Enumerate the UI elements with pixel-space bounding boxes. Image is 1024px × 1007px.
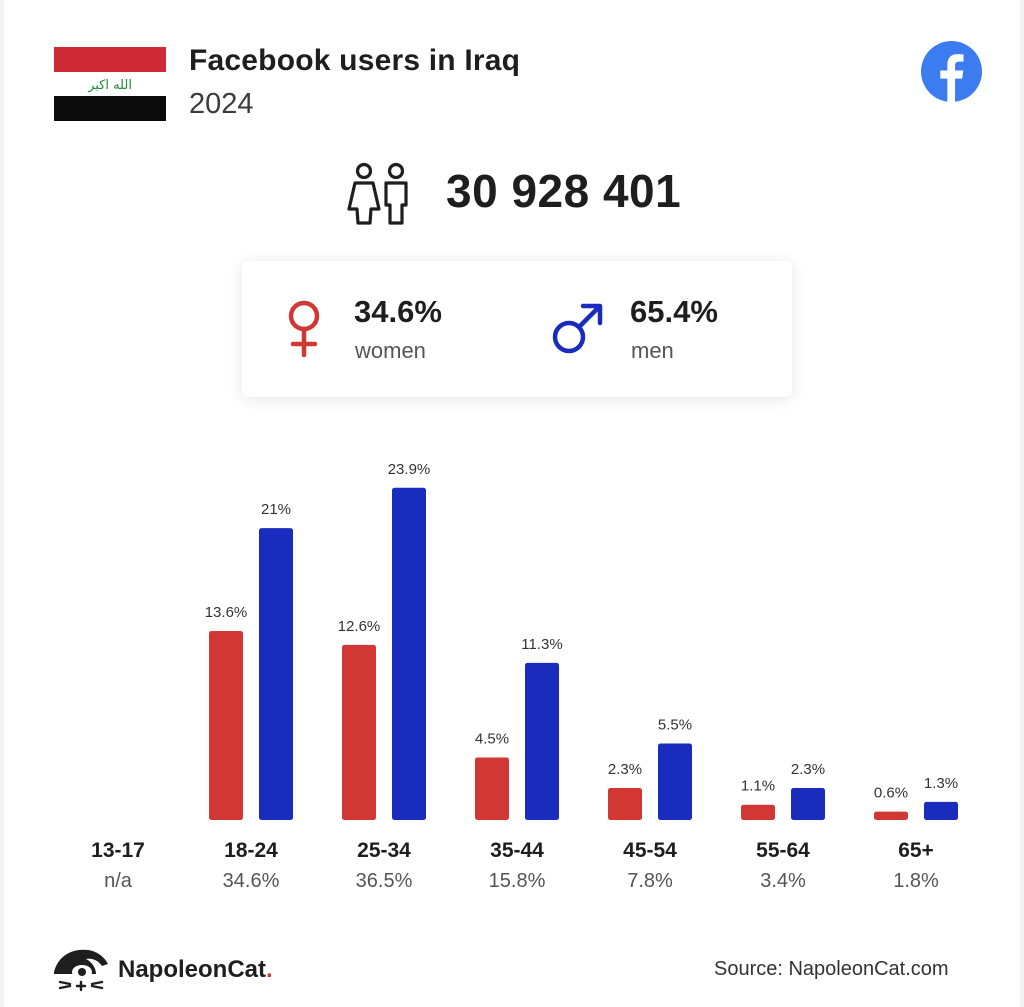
- age-label-55-64: 55-64: [756, 839, 810, 862]
- data-label-men-45-54: 5.5%: [658, 717, 692, 734]
- napoleoncat-logo-icon: [54, 949, 108, 992]
- men-pct: 65.4%: [630, 294, 718, 329]
- men-label: men: [631, 338, 674, 363]
- bar-women-55-64: [741, 804, 775, 820]
- data-label-men-18-24: 21%: [261, 501, 291, 518]
- page-year: 2024: [189, 88, 254, 120]
- iraq-flag-icon: الله اكبر: [54, 47, 166, 121]
- age-label-13-17: 13-17: [91, 839, 145, 862]
- age-label-18-24: 18-24: [224, 839, 278, 862]
- age-gender-bar-chart: 13.6% 21% 12.6% 23.9% 4.5% 11.3% 2.3% 5.5% 1.1% 2…: [205, 461, 958, 820]
- data-label-men-25-34: 23.9%: [388, 461, 431, 478]
- bar-men-18-24: [259, 528, 293, 820]
- flag-script: الله اكبر: [88, 78, 132, 93]
- users-icon: [347, 162, 408, 225]
- total-users: 30 928 401: [446, 165, 682, 217]
- data-label-men-55-64: 2.3%: [791, 761, 825, 778]
- bar-men-25-34: [392, 487, 426, 820]
- age-total-18-24: 34.6%: [222, 870, 280, 892]
- women-label: women: [355, 338, 426, 363]
- age-label-65+: 65+: [898, 839, 934, 862]
- gender-split-panel: 34.6% women 65.4% men: [242, 261, 792, 397]
- bar-men-65+: [924, 801, 958, 820]
- source-credit: Source: NapoleonCat.com: [714, 958, 949, 980]
- age-total-45-54: 7.8%: [627, 870, 673, 892]
- male-symbol-icon: [552, 303, 603, 354]
- age-total-25-34: 36.5%: [355, 870, 413, 892]
- page-title: Facebook users in Iraq: [189, 44, 521, 77]
- data-label-men-35-44: 11.3%: [521, 636, 562, 653]
- bar-women-35-44: [475, 757, 509, 820]
- brand-dot: .: [266, 956, 273, 983]
- female-symbol-icon: [288, 300, 320, 358]
- data-label-women-25-34: 12.6%: [338, 618, 381, 635]
- data-label-men-65+: 1.3%: [924, 775, 958, 792]
- bar-men-55-64: [791, 788, 825, 820]
- bar-women-25-34: [342, 644, 376, 820]
- facebook-logo-icon: [921, 41, 982, 102]
- bar-women-65+: [874, 811, 908, 820]
- data-label-women-55-64: 1.1%: [741, 778, 775, 795]
- age-label-25-34: 25-34: [357, 839, 411, 862]
- data-label-women-65+: 0.6%: [874, 785, 908, 802]
- data-label-women-18-24: 13.6%: [205, 604, 248, 621]
- age-total-35-44: 15.8%: [488, 870, 546, 892]
- bar-women-45-54: [608, 788, 642, 820]
- data-label-women-35-44: 4.5%: [475, 730, 509, 747]
- bar-women-18-24: [209, 630, 243, 820]
- bar-men-45-54: [658, 743, 692, 820]
- women-pct: 34.6%: [354, 294, 442, 329]
- age-total-55-64: 3.4%: [760, 870, 806, 892]
- age-label-45-54: 45-54: [623, 839, 677, 862]
- age-total-13-17: n/a: [104, 870, 132, 892]
- brand-name: NapoleonCat: [118, 956, 267, 983]
- infographic-card: الله اكبر Facebook users in Iraq 2024 30…: [4, 0, 1020, 1007]
- svg-text:الله اكبر: الله اكبر: [88, 78, 132, 93]
- data-label-women-45-54: 2.3%: [608, 761, 642, 778]
- napoleoncat-brand: NapoleonCat.: [118, 956, 273, 984]
- age-label-35-44: 35-44: [490, 839, 544, 862]
- age-total-65+: 1.8%: [893, 870, 939, 892]
- bar-men-35-44: [525, 662, 559, 820]
